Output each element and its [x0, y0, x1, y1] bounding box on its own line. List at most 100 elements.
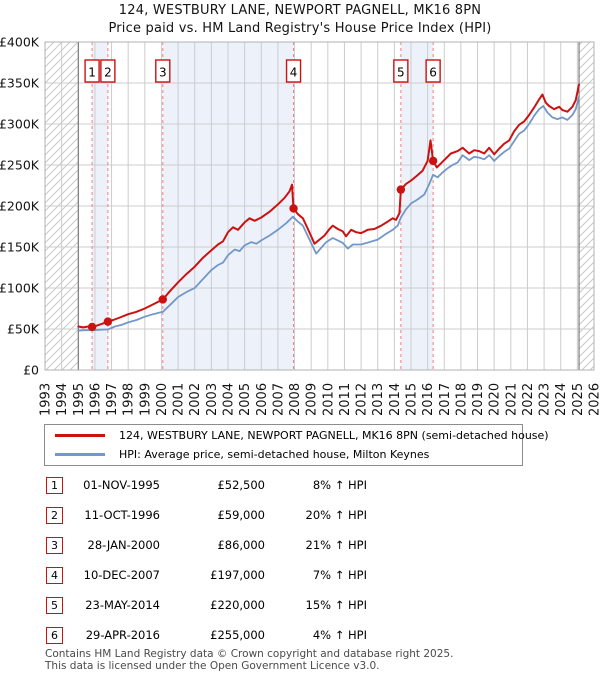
sale-marker-box[interactable]: 1	[84, 59, 100, 83]
x-axis-tick-label: 2013	[371, 383, 386, 416]
sale-date: 11-OCT-1996	[84, 508, 160, 522]
sale-point-dot[interactable]	[289, 204, 298, 213]
sale-price: £255,000	[210, 628, 265, 642]
page-subtitle: Price paid vs. HM Land Registry's House …	[108, 21, 492, 36]
legend: 124, WESTBURY LANE, NEWPORT PAGNELL, MK1…	[44, 424, 549, 466]
x-axis-tick-label: 2014	[388, 383, 403, 416]
sale-marker-box[interactable]: 4	[285, 59, 302, 83]
x-axis-tick-label: 2000	[155, 383, 170, 416]
sale-marker-number: 1	[88, 66, 96, 80]
x-axis-tick-label: 2015	[405, 383, 420, 416]
sale-date: 29-APR-2016	[85, 628, 160, 642]
footer: Contains HM Land Registry data © Crown c…	[45, 648, 454, 672]
sale-marker-number: 3	[159, 66, 167, 80]
sale-marker-box[interactable]: 6	[425, 59, 441, 83]
plot-border	[44, 41, 595, 371]
sale-point-dot[interactable]	[158, 295, 167, 304]
x-axis-tick-label: 1993	[39, 383, 54, 416]
x-axis-tick-label: 2018	[454, 383, 469, 416]
sale-point-dot[interactable]	[103, 317, 113, 326]
sale-marker-box[interactable]: 2	[100, 59, 116, 83]
sale-number-badge: 4	[46, 567, 63, 584]
x-axis-tick-label: 1999	[138, 383, 153, 416]
sale-table-row: 6 29-APR-2016 £255,000 4% ↑ HPI	[0, 627, 600, 645]
hpi-line	[77, 96, 580, 332]
sale-point-dot[interactable]	[396, 185, 406, 194]
legend-line-swatch	[55, 453, 105, 457]
legend-line-swatch	[55, 433, 105, 437]
x-axis-tick-label: 2003	[205, 383, 220, 416]
x-axis-tick-label: 1996	[88, 383, 103, 416]
sale-table-row: 2 11-OCT-1996 £59,000 20% ↑ HPI	[0, 507, 600, 525]
sale-date: 01-NOV-1995	[83, 478, 160, 492]
x-axis-tick-label: 1998	[122, 383, 137, 416]
sale-vs-hpi: 20% ↑ HPI	[305, 508, 367, 522]
footer-line-2: This data is licensed under the Open Gov…	[45, 659, 380, 672]
x-axis-tick-label: 2026	[588, 383, 600, 416]
x-axis-tick-label: 2024	[554, 383, 569, 416]
sale-date: 23-MAY-2014	[85, 598, 160, 612]
x-axis-tick-label: 2006	[255, 383, 270, 416]
sale-number-badge: 5	[46, 597, 63, 614]
x-axis-tick-label: 2005	[238, 383, 253, 416]
sale-date: 10-DEC-2007	[83, 568, 160, 582]
price-paid-line	[77, 83, 580, 329]
sale-price: £59,000	[217, 508, 265, 522]
sale-marker-number: 6	[429, 66, 437, 80]
sale-number-badge: 2	[46, 507, 63, 524]
y-axis-tick-label: £250K	[0, 158, 40, 173]
sale-vs-hpi: 4% ↑ HPI	[312, 628, 367, 642]
y-axis-tick-label: £100K	[0, 281, 40, 296]
x-axis-tick-label: 2020	[488, 383, 503, 416]
sale-vs-hpi: 7% ↑ HPI	[312, 568, 367, 582]
x-axis-tick-label: 2021	[504, 383, 519, 416]
sale-table-row: 4 10-DEC-2007 £197,000 7% ↑ HPI	[0, 567, 600, 585]
x-axis-tick-label: 2019	[471, 383, 486, 416]
x-axis-tick-label: 2025	[571, 383, 586, 416]
sale-point-dot[interactable]	[87, 322, 97, 332]
sales-table: 1 01-NOV-1995 £52,500 8% ↑ HPI 2 11-OCT-1996 £…	[0, 470, 600, 648]
x-axis-tick-label: 2008	[288, 383, 303, 416]
legend-label: 124, WESTBURY LANE, NEWPORT PAGNELL, MK1…	[119, 428, 549, 442]
y-axis-tick-label: £150K	[0, 240, 40, 255]
x-axis-tick-label: 2017	[438, 383, 453, 416]
x-axis-tick-label: 2023	[538, 383, 553, 416]
sale-vs-hpi: 8% ↑ HPI	[312, 478, 367, 492]
y-axis-tick-label: £400K	[0, 35, 40, 50]
x-axis-tick-label: 2016	[421, 383, 436, 416]
x-axis-tick-label: 2012	[355, 383, 370, 416]
page-title: 124, WESTBURY LANE, NEWPORT PAGNELL, MK1…	[118, 3, 482, 18]
y-axis-tick-label: £300K	[0, 117, 40, 132]
footer-line-1: Contains HM Land Registry data © Crown c…	[45, 648, 454, 660]
sale-table-row: 1 01-NOV-1995 £52,500 8% ↑ HPI	[0, 477, 600, 495]
sale-price: £220,000	[210, 598, 265, 612]
x-axis-tick-label: 1995	[72, 383, 87, 416]
sale-marker-box[interactable]: 3	[155, 59, 171, 83]
y-axis-tick-label: £0	[23, 363, 39, 378]
sale-price: £52,500	[217, 478, 265, 492]
sale-price: £197,000	[210, 568, 265, 582]
sale-marker-number: 2	[104, 66, 112, 80]
legend-label: HPI: Average price, semi-detached house,…	[119, 448, 430, 462]
sale-price: £86,000	[217, 538, 265, 552]
y-axis-tick-label: £50K	[7, 322, 40, 337]
sale-vs-hpi: 21% ↑ HPI	[305, 538, 367, 552]
x-axis-tick-label: 2001	[172, 383, 187, 416]
sale-number-badge: 3	[46, 537, 63, 554]
y-axis-tick-label: £350K	[0, 76, 40, 91]
x-axis-tick-label: 2011	[338, 383, 353, 416]
sale-point-dot[interactable]	[428, 156, 438, 166]
sale-table-row: 5 23-MAY-2014 £220,000 15% ↑ HPI	[0, 597, 600, 615]
sale-number-badge: 6	[46, 627, 63, 644]
sale-table-row: 3 28-JAN-2000 £86,000 21% ↑ HPI	[0, 537, 600, 555]
x-axis-tick-label: 1994	[55, 383, 70, 416]
sale-number-badge: 1	[46, 477, 63, 494]
sale-vs-hpi: 15% ↑ HPI	[305, 598, 367, 612]
x-axis-tick-label: 2009	[305, 383, 320, 416]
sale-marker-number: 4	[290, 66, 298, 80]
sale-marker-box[interactable]: 5	[393, 59, 409, 83]
price-history-chart[interactable]: 1 2 3 4 5 6 £0 £50K £100K £150K £200K £250K £300K £35…	[0, 0, 600, 425]
legend-item: HPI: Average price, semi-detached house,…	[45, 446, 522, 464]
x-axis-tick-label: 2002	[188, 383, 203, 416]
